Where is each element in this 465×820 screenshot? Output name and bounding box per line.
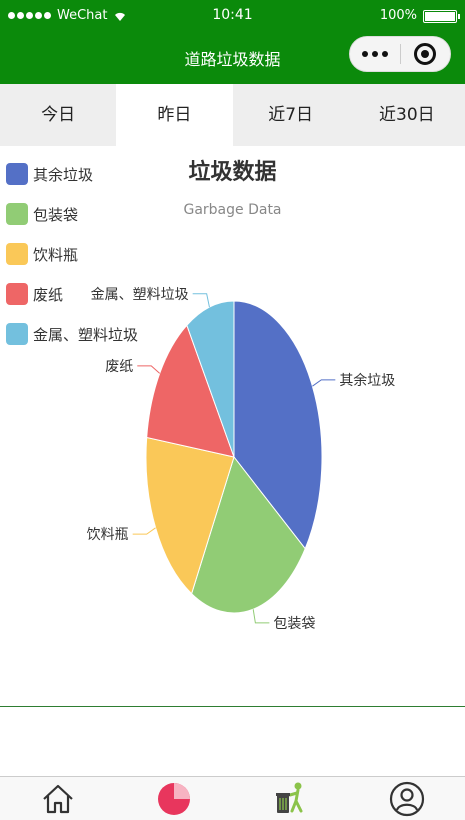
tab-last-30-days[interactable]: 近30日 [379, 105, 435, 125]
legend-swatch [6, 243, 28, 265]
pie-slice-metal-plastic[interactable] [186, 300, 235, 458]
legend-item-beverage-bottles[interactable]: 饮料瓶 [6, 234, 138, 274]
slice-leader-line [137, 365, 161, 374]
legend-label: 金属、塑料垃圾 [33, 325, 139, 344]
period-tabs: 今日 昨日 近7日 近30日 [0, 84, 465, 146]
slice-label: 包装袋 [273, 616, 315, 632]
chart-legend: 其余垃圾 包装袋 饮料瓶 废纸 金属、塑料垃圾 [6, 154, 138, 354]
pie-slice-packaging-bags[interactable] [191, 455, 306, 614]
legend-swatch [6, 163, 28, 185]
legend-label: 其余垃圾 [33, 165, 94, 184]
nav-bar: 道路垃圾数据 [0, 30, 465, 84]
signal-strength: WeChat [8, 8, 127, 23]
slice-leader-line [192, 293, 210, 308]
page-title: 道路垃圾数据 [184, 50, 281, 69]
tab-last-7-days[interactable]: 近7日 [268, 105, 314, 125]
legend-swatch [6, 283, 28, 305]
chart-subtitle: Garbage Data [183, 202, 282, 218]
battery-percent: 100% [379, 8, 417, 23]
clock: 10:41 [212, 7, 253, 23]
status-bar: WeChat 10:41 100% [0, 0, 465, 30]
legend-swatch [6, 203, 28, 225]
pie-slice-other-waste[interactable] [233, 300, 323, 550]
mini-program-capsule [349, 36, 451, 72]
slice-leader-line [132, 527, 156, 535]
bottom-tab-home[interactable] [0, 777, 116, 820]
legend-swatch [6, 323, 28, 345]
bottom-tab-chart[interactable] [116, 777, 232, 820]
slice-label: 其余垃圾 [339, 372, 395, 389]
target-icon [414, 43, 437, 65]
carrier-label: WeChat [57, 8, 108, 23]
chart-area: 垃圾数据 Garbage Data 其余垃圾 包装袋 饮料瓶 废纸 金属、塑料垃… [0, 146, 465, 706]
legend-label: 包装袋 [33, 205, 79, 224]
slice-leader-line [312, 379, 336, 387]
legend-item-waste-paper[interactable]: 废纸 [6, 274, 138, 314]
divider [0, 706, 465, 707]
pie-chart-icon [158, 782, 191, 815]
tab-yesterday[interactable]: 昨日 [116, 84, 233, 146]
pie-slice-waste-paper[interactable] [146, 324, 235, 458]
legend-label: 废纸 [33, 285, 64, 304]
user-icon [389, 781, 424, 816]
close-button[interactable] [400, 43, 450, 65]
wifi-icon [115, 12, 126, 21]
more-options-button[interactable] [350, 51, 400, 57]
legend-label: 饮料瓶 [33, 245, 79, 264]
home-icon [43, 784, 73, 813]
legend-item-metal-plastic[interactable]: 金属、塑料垃圾 [6, 314, 138, 354]
legend-item-packaging-bags[interactable]: 包装袋 [6, 194, 138, 234]
legend-item-other-waste[interactable]: 其余垃圾 [6, 154, 138, 194]
trash-person-icon [275, 782, 303, 813]
bottom-tab-bar [0, 776, 465, 820]
battery-icon [423, 10, 460, 23]
slice-leader-line [252, 609, 270, 624]
slice-label: 饮料瓶 [87, 527, 129, 543]
bottom-tab-recycle[interactable] [233, 777, 349, 820]
slice-label: 金属、塑料垃圾 [91, 287, 189, 303]
pie-slice-beverage-bottles[interactable] [145, 436, 235, 595]
bottom-tab-profile[interactable] [349, 777, 465, 820]
tab-today[interactable]: 今日 [41, 105, 76, 125]
chart-title: 垃圾数据 [188, 160, 277, 185]
slice-label: 废纸 [105, 359, 133, 375]
more-dots-icon [361, 51, 368, 57]
